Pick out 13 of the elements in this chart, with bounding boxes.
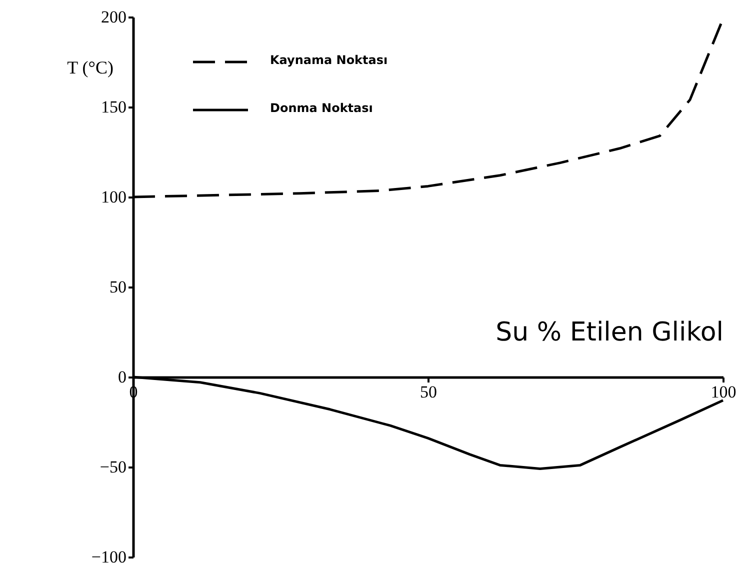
y-tick-label: 0 — [118, 368, 126, 386]
y-tick-label: −100 — [91, 548, 126, 566]
y-tick-label: 200 — [101, 8, 126, 26]
x-tick-label: 50 — [420, 382, 437, 402]
y-tick-label: 100 — [101, 188, 126, 206]
x-axis-title: Su % Etilen Glikol — [496, 318, 724, 348]
legend-label: Donma Noktası — [270, 101, 373, 115]
x-tick-label: 100 — [710, 382, 736, 402]
y-tick-label: 50 — [110, 278, 126, 296]
y-axis-title: T (°C) — [67, 58, 114, 78]
y-tick-label: −50 — [100, 458, 126, 476]
y-tick-label: 150 — [101, 98, 126, 116]
legend-label: Kaynama Noktası — [270, 53, 388, 67]
